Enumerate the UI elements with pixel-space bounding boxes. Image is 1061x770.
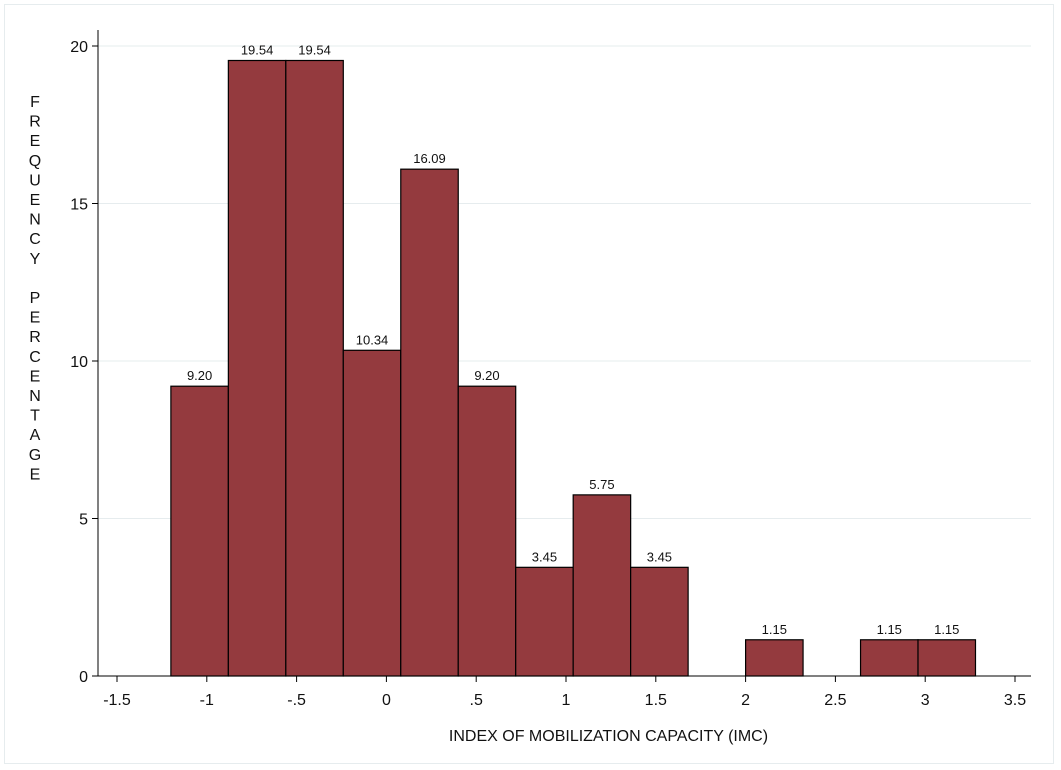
x-tick-label: -.5 [287, 692, 306, 709]
bar-3 [342, 349, 402, 677]
y-tick-label: 15 [70, 197, 88, 214]
x-tick-label: 2.5 [824, 692, 846, 709]
x-tick-label: .5 [470, 692, 483, 709]
bar-label-9: 1.15 [762, 622, 787, 637]
y-tick-label: 5 [79, 512, 88, 529]
bar-label-3: 10.34 [356, 332, 389, 347]
x-tick-label: 0 [382, 692, 391, 709]
x-axis-title: INDEX OF MOBILIZATION CAPACITY (IMC) [449, 728, 768, 745]
bar-11 [917, 639, 977, 677]
bar-label-5: 9.20 [474, 368, 499, 383]
bar-10 [859, 639, 919, 677]
bar-9 [744, 639, 804, 677]
bar-5 [457, 385, 517, 677]
bar-label-6: 3.45 [532, 549, 557, 564]
bar-0 [170, 385, 229, 677]
y-tick-label: 20 [70, 39, 88, 56]
bar-8 [630, 566, 689, 677]
bar-label-8: 3.45 [647, 549, 672, 564]
x-tick-label: -1 [200, 692, 214, 709]
bar-2 [285, 59, 344, 677]
x-tick-label: 3.5 [1004, 692, 1026, 709]
bar-label-4: 16.09 [413, 151, 446, 166]
bar-label-0: 9.20 [187, 368, 212, 383]
y-tick-label: 10 [70, 354, 88, 371]
bar-label-7: 5.75 [589, 477, 614, 492]
bar-1 [227, 59, 287, 677]
bar-7 [572, 494, 632, 677]
x-tick-label: 1.5 [645, 692, 667, 709]
bar-label-10: 1.15 [877, 622, 902, 637]
bar-4 [400, 168, 459, 677]
x-tick-label: 3 [921, 692, 930, 709]
bar-6 [515, 566, 574, 677]
x-tick-label: 1 [562, 692, 571, 709]
bar-label-11: 1.15 [934, 622, 959, 637]
x-tick-label: -1.5 [103, 692, 131, 709]
bar-label-1: 19.54 [241, 42, 274, 57]
bar-label-2: 19.54 [298, 42, 331, 57]
y-tick-label: 0 [79, 669, 88, 686]
x-tick-label: 2 [741, 692, 750, 709]
